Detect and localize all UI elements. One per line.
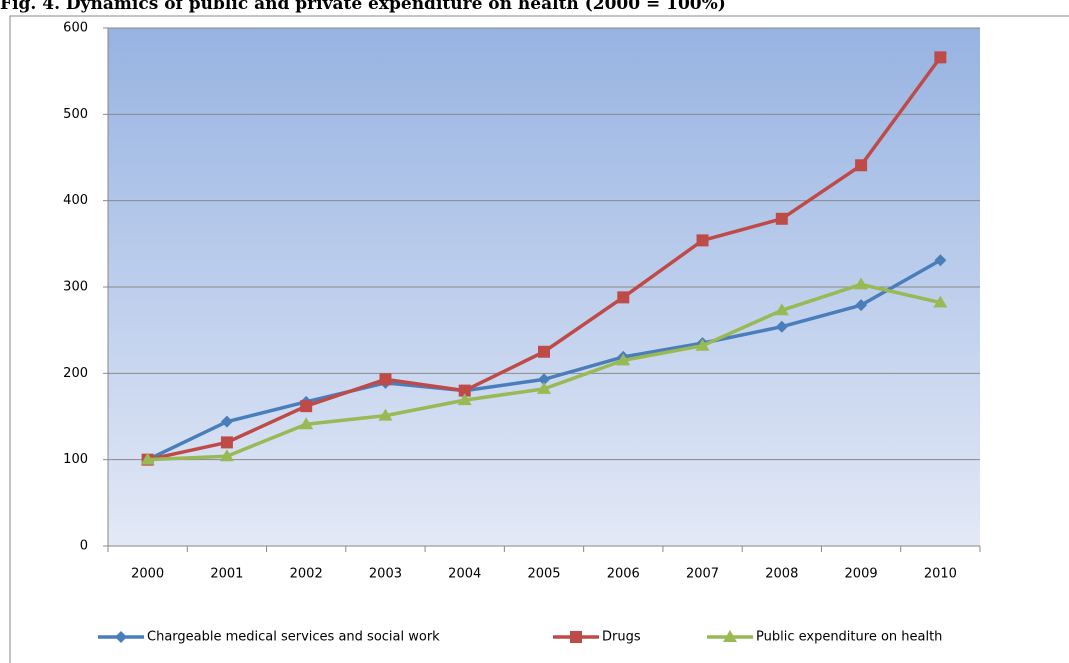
marker [300,400,313,413]
marker [458,384,471,397]
x-tick-label: 2009 [845,567,878,582]
y-tick-label: 300 [63,280,88,295]
x-tick-label: 2010 [924,567,957,582]
legend-label: Drugs [602,630,641,645]
x-tick-label: 2001 [210,567,243,582]
marker [933,295,948,308]
marker [378,408,393,421]
y-tick-label: 400 [63,193,88,208]
marker [617,291,630,304]
marker [775,320,788,333]
x-tick-label: 2003 [369,567,402,582]
x-tick-label: 2000 [131,567,164,582]
legend-label: Chargeable medical services and social w… [147,630,440,645]
y-tick-label: 500 [63,107,88,122]
marker [538,345,550,358]
marker [695,338,710,351]
marker [934,51,947,64]
marker [538,373,550,386]
x-tick-label: 2002 [290,567,323,582]
marker [379,373,392,386]
chart-title: Fig. 4. Dynamics of public and private e… [0,0,726,14]
chart-frame [9,15,1069,663]
marker [855,299,868,312]
marker [220,436,233,449]
y-tick-label: 600 [63,21,88,36]
marker [855,159,868,172]
y-tick-label: 100 [63,452,88,467]
x-tick-label: 2008 [765,567,798,582]
legend-label: Public expenditure on health [756,630,942,645]
x-tick-label: 2004 [448,567,481,582]
marker [140,452,155,465]
marker [774,303,789,316]
marker [219,449,234,462]
x-tick-label: 2005 [527,567,560,582]
marker [775,212,788,225]
y-tick-label: 200 [63,366,88,381]
legend-marker [570,631,582,643]
marker [616,353,631,366]
marker [696,234,709,247]
marker [854,277,869,290]
legend-marker [115,631,127,643]
marker [299,417,314,430]
legend-marker [723,630,737,642]
marker [934,254,947,267]
x-tick-label: 2007 [686,567,719,582]
marker [220,415,233,428]
marker [457,393,472,406]
x-tick-label: 2006 [607,567,640,582]
marker [537,381,551,394]
y-tick-label: 0 [80,539,88,554]
